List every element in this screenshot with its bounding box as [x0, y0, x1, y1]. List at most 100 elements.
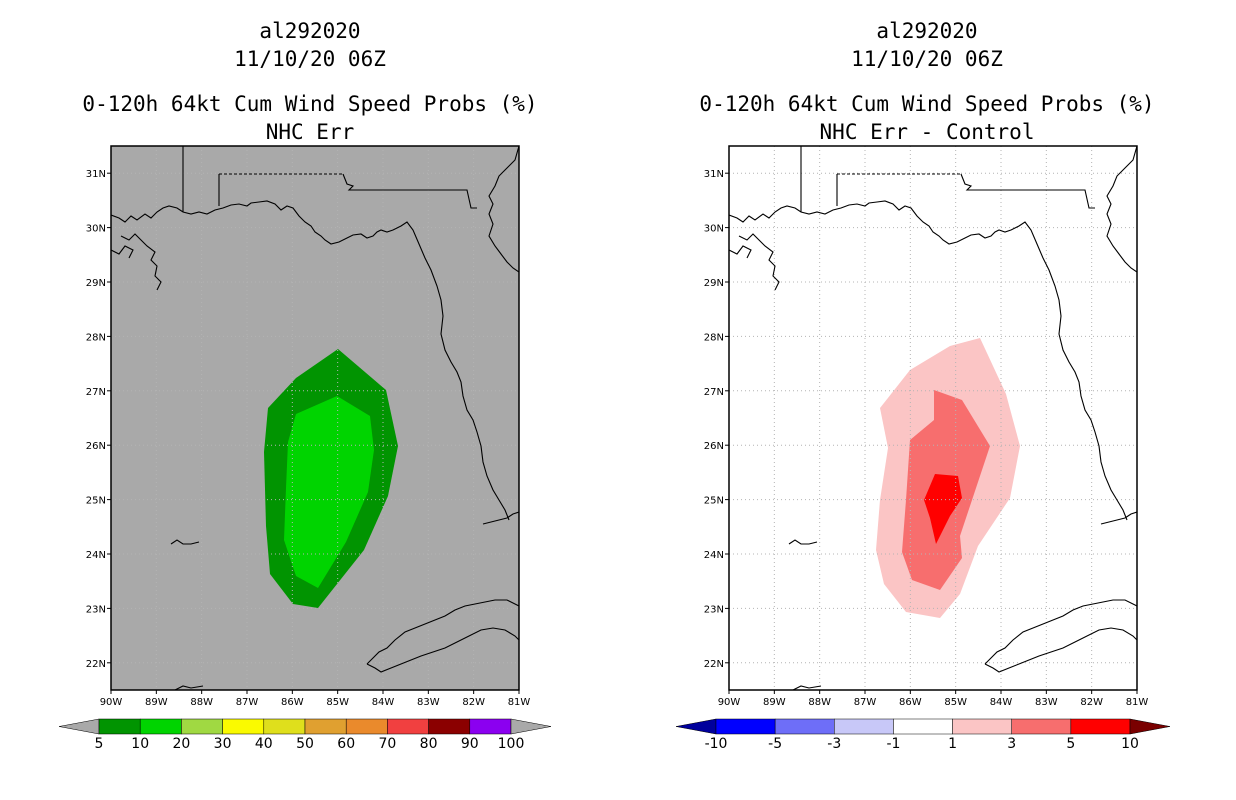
- right-lon-label: 83W: [1035, 697, 1058, 708]
- left-colorbar-swatch: [139, 718, 182, 735]
- right-lat-label: 30N: [704, 224, 724, 235]
- left-colorbar: 5 10 20 30 40 50 60 70 80 90 100: [58, 718, 552, 752]
- left-colorbar-label: 20: [172, 736, 190, 752]
- right-lon-label: 87W: [854, 697, 877, 708]
- left-lon-label: 90W: [100, 697, 123, 708]
- left-lat-label: 29N: [86, 278, 106, 289]
- right-lat-label: 24N: [704, 550, 724, 561]
- left-lat-label: 22N: [86, 659, 106, 670]
- left-colorbar-low-arrow: [58, 718, 100, 735]
- left-lon-label: 82W: [462, 697, 485, 708]
- left-storm-id: al292020: [259, 19, 361, 43]
- right-colorbar-swatch: [834, 718, 894, 735]
- left-lon-label: 88W: [190, 697, 213, 708]
- left-colorbar-high-arrow: [510, 718, 552, 735]
- right-colorbar-swatch: [952, 718, 1012, 735]
- right-axis-ticks: 90W 89W 88W 87W 86W 85W 84W 83W 82W 81W 31N 30N 29N 2…: [704, 169, 1149, 708]
- right-lat-label: 23N: [704, 604, 724, 615]
- right-map-frame: [728, 145, 1138, 691]
- left-colorbar-label: 100: [498, 736, 525, 752]
- right-colorbar-label: -5: [768, 736, 782, 752]
- right-lon-label: 82W: [1080, 697, 1103, 708]
- left-axis-ticks: 90W 89W 88W 87W 86W 85W 84W 83W 82W 81W 31N 30N 29N 2…: [86, 169, 531, 708]
- left-colorbar-swatch: [263, 718, 306, 735]
- left-colorbar-swatch: [345, 718, 388, 735]
- left-map: 90W 89W 88W 87W 86W 85W 84W 83W 82W 81W 31N 30N 29N 2…: [86, 145, 531, 708]
- right-colorbar-swatch: [1011, 718, 1072, 735]
- left-title: 0-120h 64kt Cum Wind Speed Probs (%): [82, 92, 538, 116]
- right-colorbar-label: 1: [948, 736, 957, 752]
- right-lat-label: 27N: [704, 387, 724, 398]
- right-lon-label: 85W: [944, 697, 967, 708]
- left-colorbar-label: 70: [378, 736, 396, 752]
- left-lat-label: 27N: [86, 387, 106, 398]
- left-colorbar-label: 80: [420, 736, 438, 752]
- left-colorbar-swatch: [98, 718, 141, 735]
- left-lon-label: 83W: [417, 697, 440, 708]
- right-colorbar-label: -3: [827, 736, 841, 752]
- right-colorbar-label: 10: [1121, 736, 1139, 752]
- left-colorbar-label: 60: [337, 736, 355, 752]
- left-lat-label: 31N: [86, 169, 106, 180]
- right-colorbar-swatch: [893, 718, 953, 735]
- left-colorbar-label: 30: [214, 736, 232, 752]
- left-lon-label: 85W: [326, 697, 349, 708]
- right-storm-id: al292020: [876, 19, 978, 43]
- left-map-frame: [110, 145, 520, 691]
- left-colorbar-swatch: [428, 718, 471, 735]
- right-lat-label: 29N: [704, 278, 724, 289]
- left-lat-label: 30N: [86, 224, 106, 235]
- right-lon-label: 90W: [718, 697, 741, 708]
- left-lat-label: 26N: [86, 441, 106, 452]
- right-lat-label: 28N: [704, 332, 724, 343]
- left-contour-10-20: [284, 396, 374, 588]
- left-lat-label: 28N: [86, 332, 106, 343]
- left-lon-label: 86W: [281, 697, 304, 708]
- right-map: 90W 89W 88W 87W 86W 85W 84W 83W 82W 81W 31N 30N 29N 2…: [704, 145, 1149, 708]
- right-colorbar-swatch: [774, 718, 835, 735]
- left-colorbar-swatch: [469, 718, 512, 735]
- right-lat-label: 31N: [704, 169, 724, 180]
- left-colorbar-label: 10: [131, 736, 149, 752]
- left-lat-label: 24N: [86, 550, 106, 561]
- left-colorbar-swatch: [387, 718, 429, 735]
- right-colorbar-low-arrow: [675, 718, 717, 735]
- right-lon-label: 88W: [808, 697, 831, 708]
- right-lon-label: 81W: [1126, 697, 1149, 708]
- right-colorbar-label: 5: [1066, 736, 1075, 752]
- right-datetime: 11/10/20 06Z: [851, 47, 1003, 71]
- left-colorbar-label: 50: [296, 736, 314, 752]
- right-lat-label: 22N: [704, 659, 724, 670]
- right-lon-label: 84W: [990, 697, 1013, 708]
- left-lon-label: 84W: [372, 697, 395, 708]
- left-colorbar-label: 90: [461, 736, 479, 752]
- left-lat-label: 23N: [86, 604, 106, 615]
- right-colorbar-high-arrow: [1129, 718, 1171, 735]
- left-colorbar-label: 40: [255, 736, 273, 752]
- left-lat-label: 25N: [86, 496, 106, 507]
- left-colorbar-swatch: [222, 718, 265, 735]
- right-colorbar-swatch: [715, 718, 776, 735]
- right-lon-label: 86W: [899, 697, 922, 708]
- left-lon-label: 87W: [236, 697, 259, 708]
- right-lon-label: 89W: [763, 697, 786, 708]
- left-datetime: 11/10/20 06Z: [234, 47, 386, 71]
- right-title: 0-120h 64kt Cum Wind Speed Probs (%): [699, 92, 1155, 116]
- right-lat-label: 25N: [704, 496, 724, 507]
- right-contour-5-10: [924, 474, 962, 544]
- right-colorbar-label: -10: [705, 736, 728, 752]
- right-colorbar-label: -1: [886, 736, 900, 752]
- right-lat-label: 26N: [704, 441, 724, 452]
- left-colorbar-swatch: [181, 718, 223, 735]
- left-lon-label: 89W: [145, 697, 168, 708]
- left-grid: [111, 146, 519, 690]
- right-colorbar-label: 3: [1007, 736, 1016, 752]
- right-colorbar: -10 -5 -3 -1 1 3 5 10: [675, 718, 1171, 752]
- right-subtitle: NHC Err - Control: [819, 120, 1035, 144]
- right-grid: [729, 146, 1137, 690]
- left-colorbar-swatch: [304, 718, 347, 735]
- right-colorbar-swatch: [1070, 718, 1131, 735]
- left-lon-label: 81W: [508, 697, 531, 708]
- left-colorbar-label: 5: [95, 736, 104, 752]
